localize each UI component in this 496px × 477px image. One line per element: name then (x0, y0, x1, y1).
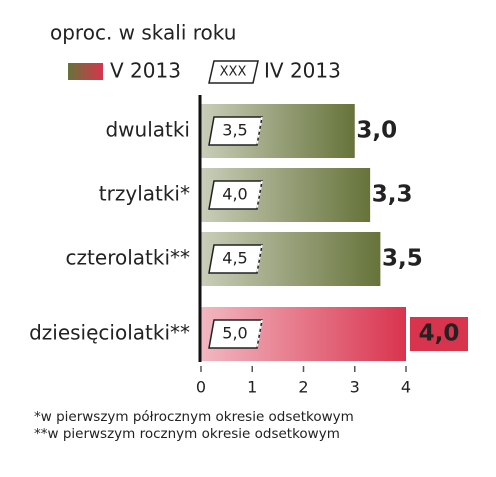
previous-value-box (208, 244, 263, 274)
previous-value-label: 4,5 (222, 249, 247, 268)
previous-value-dash (256, 180, 263, 210)
legend-label: V 2013 (110, 59, 181, 83)
x-tick-label: 3 (350, 378, 360, 397)
chart-title: oproc. w skali roku (50, 21, 236, 45)
x-tick-label: 0 (196, 378, 206, 397)
footnote: **w pierwszym rocznym okresie odsetkowym (34, 426, 340, 442)
previous-value-dash (256, 116, 263, 146)
value-label: 4,0 (419, 321, 460, 347)
category-label: dziesięciolatki** (29, 321, 190, 345)
previous-value-dash (256, 319, 263, 349)
category-label: trzylatki* (99, 182, 190, 206)
previous-value-box (208, 116, 263, 146)
value-label: 3,5 (382, 246, 423, 272)
previous-value-box (208, 319, 263, 349)
previous-value-label: 3,5 (222, 121, 247, 140)
value-label-box (410, 317, 468, 351)
legend-marker (208, 60, 259, 84)
category-label: dwulatki (105, 118, 190, 142)
legend-label: IV 2013 (264, 59, 341, 83)
previous-value-dash (256, 244, 263, 274)
previous-value-box (208, 180, 263, 210)
legend-swatch (68, 63, 103, 80)
value-label: 3,0 (356, 118, 397, 144)
value-label: 3,3 (372, 182, 413, 208)
footnote: *w pierwszym półrocznym okresie odsetkow… (34, 409, 354, 425)
x-tick-label: 2 (298, 378, 308, 397)
x-tick-label: 1 (247, 378, 257, 397)
previous-value-label: 5,0 (222, 324, 247, 343)
x-tick-label: 4 (401, 378, 411, 397)
category-label: czterolatki** (66, 246, 190, 270)
legend-marker-label: XXX (220, 65, 247, 80)
previous-value-label: 4,0 (222, 185, 247, 204)
